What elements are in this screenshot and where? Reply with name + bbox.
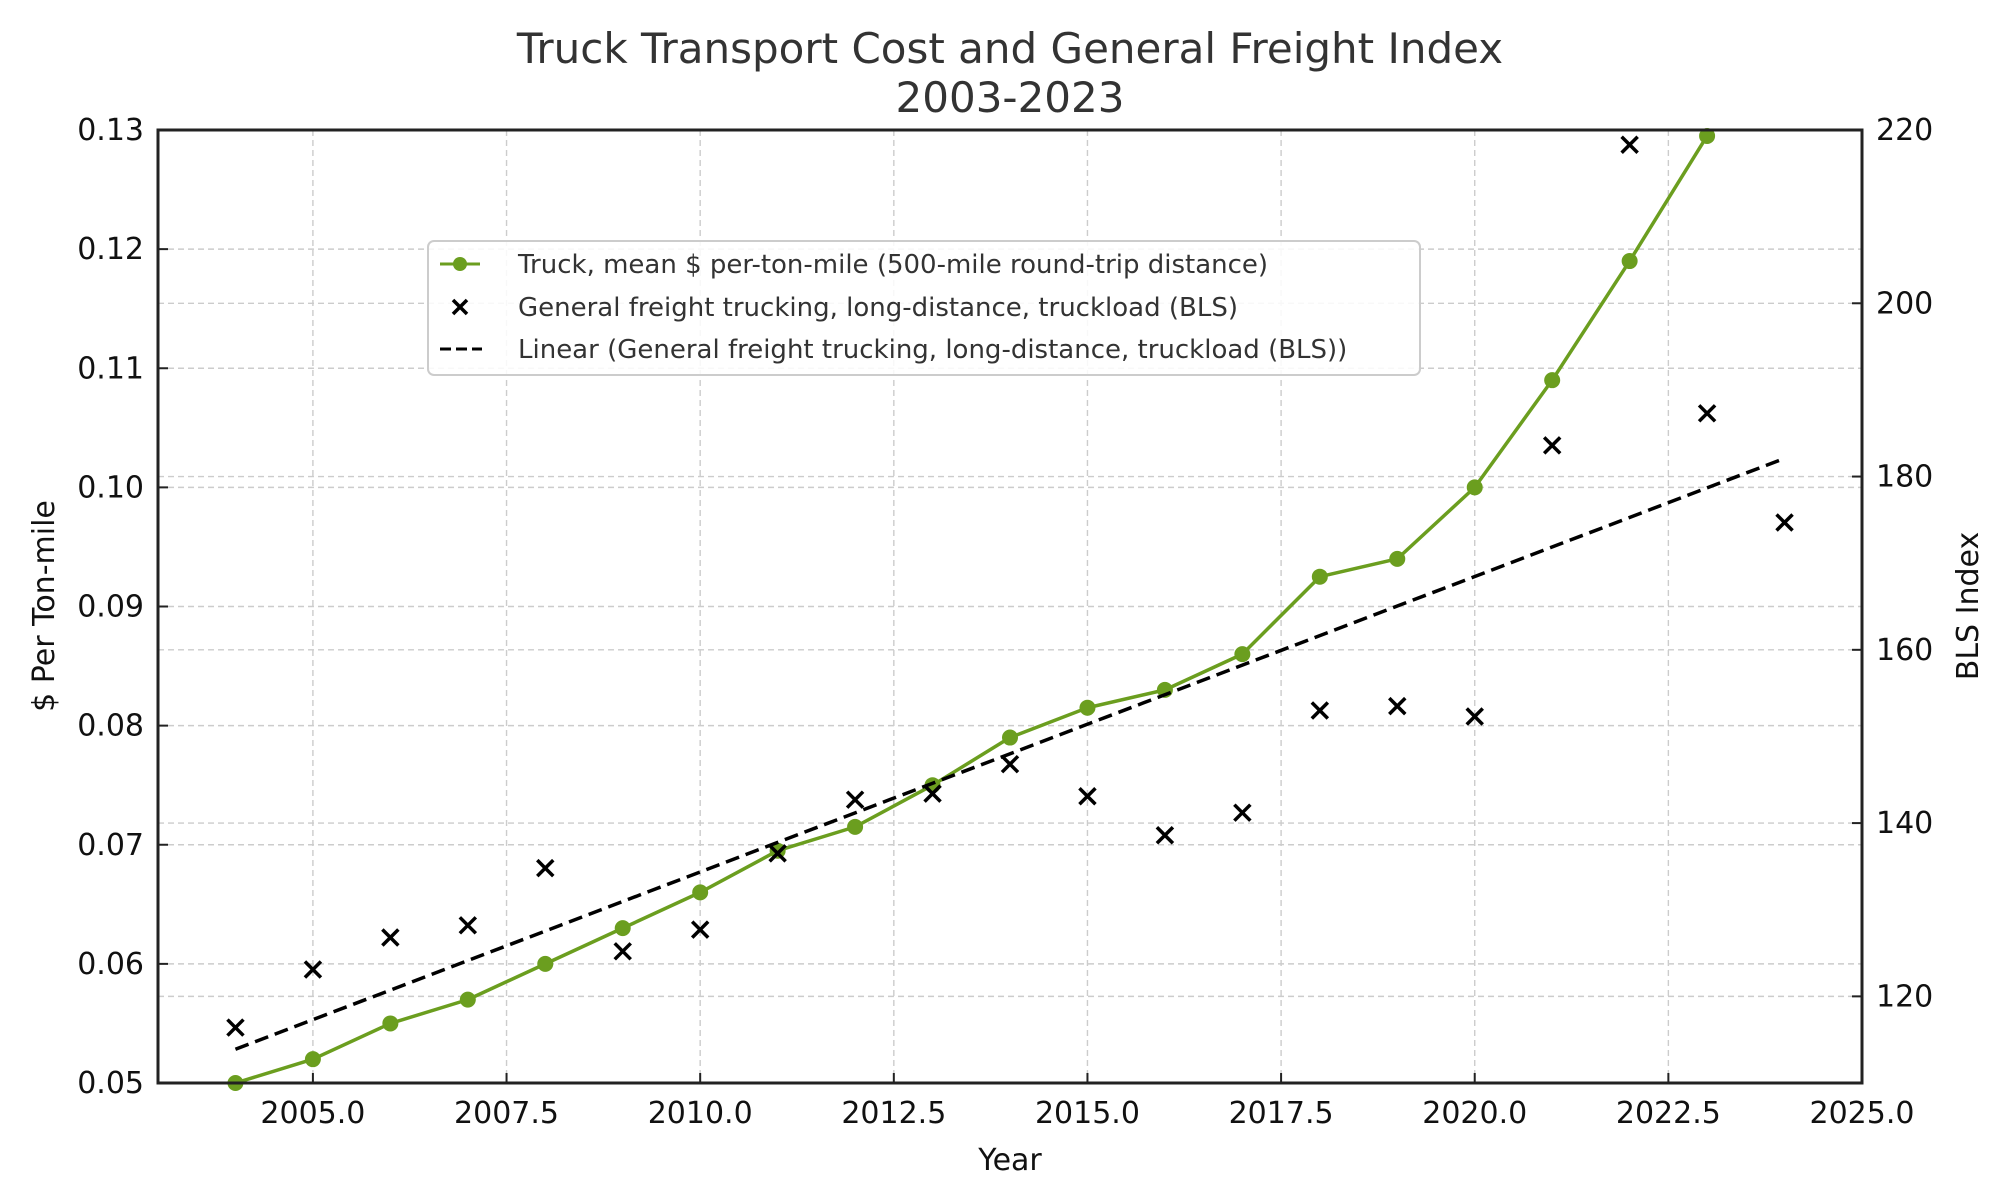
truck-cost-point [459,991,476,1008]
bls-index-point [690,920,710,939]
truck-cost-line [234,135,1709,1085]
bls-index-point [303,960,323,979]
x-tick-label: 2007.5 [454,1096,559,1131]
truck-cost-point [1079,699,1096,716]
legend-box [427,240,1421,376]
legend-x-marker-icon [451,298,469,316]
truck-cost-point [1544,372,1561,389]
legend-item-linear: Linear (General freight trucking, long-d… [440,335,1347,365]
y-tick-label: 0.10 [77,470,144,505]
truck-cost-point [382,1015,399,1032]
x-tick-label: 2015.0 [1035,1096,1140,1131]
chart-subtitle: 2003-2023 [896,73,1125,122]
legend: Truck, mean $ per-ton-mile (500-mile rou… [427,240,1421,376]
y2-tick-label: 140 [1876,806,1933,841]
x-axis-label: Year [977,1143,1042,1178]
y-tick-label: 0.12 [77,232,144,267]
bls-index-point [768,844,787,863]
bls-index-point [226,1018,245,1037]
plot-area [226,127,1794,1091]
legend-circle-icon [453,257,467,271]
truck-cost-point [692,884,709,901]
x-tick-label: 2025.0 [1810,1096,1915,1131]
bls-linear-trendline [234,456,1786,1051]
bls-index-point [1697,404,1717,423]
truck-cost-point [614,920,631,937]
y-tick-label: 0.07 [77,828,144,863]
y2-axis-label: BLS Index [1951,532,1986,680]
truck-cost-point [1699,127,1716,144]
bls-index-point [1775,513,1794,532]
bls-index-point [1388,696,1407,716]
legend-label-bls: General freight trucking, long-distance,… [518,293,1238,323]
legend-item-bls: General freight trucking, long-distance,… [451,293,1238,323]
x-tick-label: 2022.5 [1616,1096,1721,1131]
y2-tick-label: 180 [1876,460,1933,495]
y-tick-label: 0.13 [77,113,144,148]
bls-index-point [1310,701,1330,720]
x-tick-label: 2005.0 [260,1096,365,1131]
truck-cost-point [1466,479,1483,496]
y-tick-label: 0.08 [77,709,144,744]
y2-tick-label: 120 [1876,979,1933,1014]
y2-tick-label: 220 [1876,113,1933,148]
bls-index-point [613,942,632,961]
y2-tick-label: 200 [1876,286,1933,321]
truck-cost-point [1311,568,1328,585]
truck-cost-point [847,818,864,835]
y-tick-label: 0.11 [77,351,144,386]
y-tick-label: 0.05 [77,1066,144,1101]
y-axis-label: $ Per Ton-mile [27,500,62,712]
bls-index-point [458,916,478,935]
truck-cost-point [769,842,786,859]
bls-index-point [1155,825,1175,845]
bls-index-point [1620,135,1639,154]
x-tick-label: 2017.5 [1229,1096,1334,1131]
truck-cost-point [304,1051,321,1068]
bls-index-point [1000,754,1020,774]
x-tick-label: 2020.0 [1422,1096,1527,1131]
chart-title: Truck Transport Cost and General Freight… [516,24,1503,73]
bls-index-point [1542,436,1562,455]
truck-cost-point [537,955,554,972]
bls-index-point [845,790,865,809]
bls-index-point [923,784,942,803]
truck-cost-point [1621,253,1638,270]
bls-index-point [1078,786,1097,806]
truck-cost-point [1389,550,1406,567]
bls-index-point [536,858,555,878]
bls-index-point [381,928,400,947]
legend-label-truck: Truck, mean $ per-ton-mile (500-mile rou… [517,250,1268,280]
axis-ticks: 2005.0 2007.5 2010.0 2012.5 2015.0 2017.5 2020… [77,113,1933,1131]
bls-index-point [1465,707,1484,726]
truck-cost-point [1234,646,1251,663]
x-tick-label: 2012.5 [841,1096,946,1131]
legend-item-truck: Truck, mean $ per-ton-mile (500-mile rou… [440,250,1268,280]
y-tick-label: 0.09 [77,590,144,625]
y2-tick-label: 160 [1876,633,1933,668]
y-tick-label: 0.06 [77,947,144,982]
x-tick-label: 2010.0 [648,1096,753,1131]
bls-index-point [1233,803,1252,822]
truck-cost-point [1002,729,1018,746]
legend-label-linear: Linear (General freight trucking, long-d… [518,335,1347,365]
